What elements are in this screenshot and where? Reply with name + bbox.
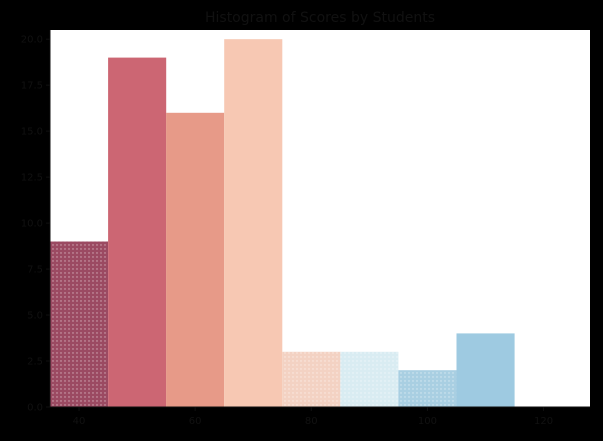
histogram-bar bbox=[456, 333, 515, 407]
y-tick-label: 0.0 bbox=[27, 403, 43, 414]
y-tick-label: 5.0 bbox=[27, 311, 43, 322]
histogram-bar bbox=[50, 241, 109, 407]
y-tick-label: 7.5 bbox=[27, 265, 43, 276]
y-tick-label: 12.5 bbox=[21, 173, 43, 184]
histogram-bar bbox=[108, 57, 167, 407]
x-tick-label: 80 bbox=[305, 416, 318, 427]
histogram-bar bbox=[166, 112, 225, 408]
y-tick-label: 2.5 bbox=[27, 357, 43, 368]
x-tick-label: 60 bbox=[189, 416, 202, 427]
y-tick-label: 10.0 bbox=[21, 219, 43, 230]
x-tick-label: 100 bbox=[418, 416, 437, 427]
y-tick-label: 17.5 bbox=[21, 81, 43, 92]
histogram-bar bbox=[282, 351, 341, 407]
chart-title: Histogram of Scores by Students bbox=[205, 10, 435, 26]
histogram-bar bbox=[340, 351, 399, 407]
histogram-bar bbox=[224, 39, 283, 407]
bars-layer bbox=[50, 39, 515, 408]
histogram-bar bbox=[398, 370, 457, 407]
axes-layer: 0.0 2.5 5.0 7.5 10.0 12.5 15.0 17.5 20.0 40 60 80 10… bbox=[21, 30, 590, 427]
y-tick-label: 20.0 bbox=[21, 35, 43, 46]
x-tick-label: 40 bbox=[73, 416, 86, 427]
y-tick-label: 15.0 bbox=[21, 127, 43, 138]
x-tick-label: 120 bbox=[534, 416, 553, 427]
